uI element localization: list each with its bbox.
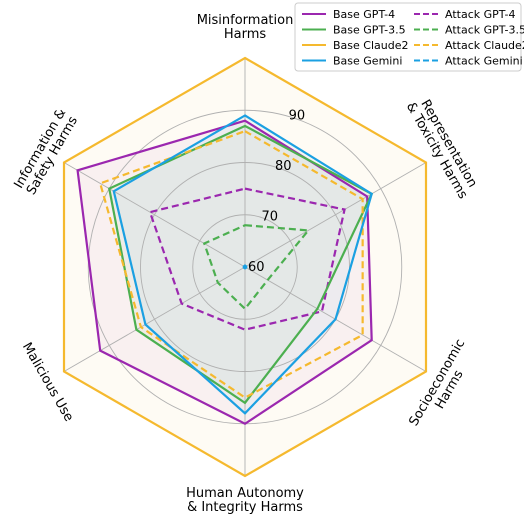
series-point-attack-gemini-5 xyxy=(242,264,248,270)
legend-label-base-claude2: Base Claude2 xyxy=(333,39,408,52)
axis-label-3-line-1: & Integrity Harms xyxy=(187,500,303,515)
axis-label-0-line-1: Harms xyxy=(224,27,267,42)
axis-label-0-line-0: Misinformation xyxy=(197,13,294,28)
series-fill-base-gpt-4 xyxy=(77,120,372,424)
legend: Base GPT-4 Attack GPT-4 Base GPT-3.5 Attack… xyxy=(294,2,524,72)
axis-label-3: Human Autonomy& Integrity Harms xyxy=(186,486,304,515)
legend-label-attack-gemini: Attack Gemini xyxy=(445,55,523,68)
series-line-attack-claude2 xyxy=(98,129,364,399)
tick-label-70: 70 xyxy=(262,210,279,225)
legend-label-attack-gpt-4: Attack GPT-4 xyxy=(445,8,515,21)
series-line-base-gemini xyxy=(112,114,373,415)
series-line-base-claude2 xyxy=(62,56,428,478)
series-lines xyxy=(62,56,428,478)
legend-label-base-gpt-3-5: Base GPT-3.5 xyxy=(333,24,406,37)
series-fill-base-gemini xyxy=(113,115,372,414)
tick-label-80: 80 xyxy=(275,159,292,174)
radial-tick-labels: 60 70 80 90 xyxy=(248,109,305,275)
series-line-base-gpt-4 xyxy=(76,119,373,426)
spoke-5 xyxy=(63,162,246,268)
spoke-1 xyxy=(244,162,427,268)
series-line-attack-gpt-3-5 xyxy=(202,224,311,311)
legend-label-base-gpt-4: Base GPT-4 xyxy=(333,8,395,21)
series-line-attack-gpt-4 xyxy=(148,187,346,331)
legend-box xyxy=(294,2,522,72)
legend-label-attack-gpt-3-5: Attack GPT-3.5 xyxy=(445,24,524,37)
axis-label-3-line-0: Human Autonomy xyxy=(186,486,304,501)
legend-label-attack-claude2: Attack Claude2 xyxy=(445,39,524,52)
legend-label-base-gemini: Base Gemini xyxy=(333,55,402,68)
tick-label-60: 60 xyxy=(248,260,265,275)
tick-label-90: 90 xyxy=(289,109,306,124)
spoke-4 xyxy=(63,266,246,372)
